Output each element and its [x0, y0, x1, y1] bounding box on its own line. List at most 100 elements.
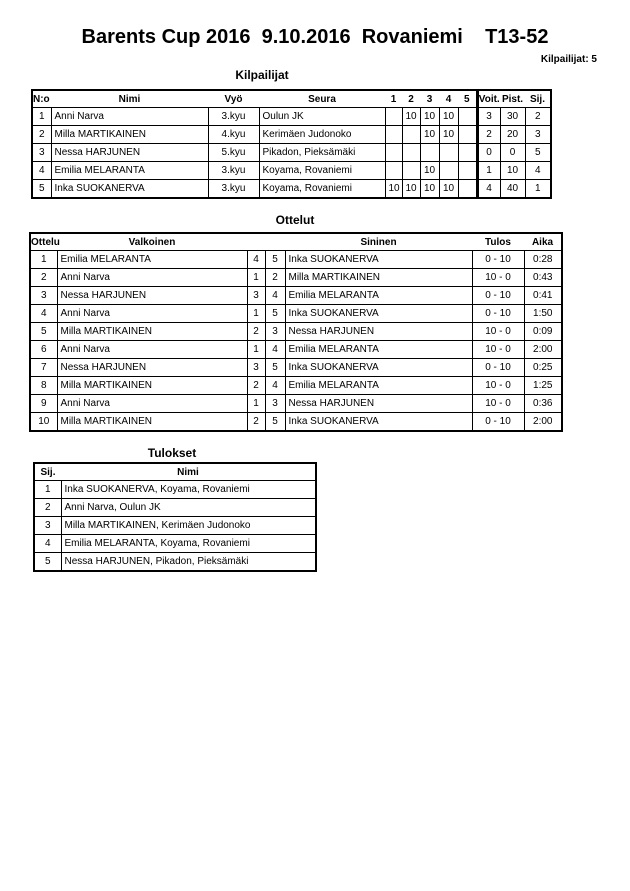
matches-cell: 3: [29, 286, 58, 305]
competitors-cell: 1: [524, 179, 552, 199]
results-row: 2 Anni Narva, Oulun JK: [33, 498, 317, 517]
matches-table: Ottelu Valkoinen Sininen Tulos Aika 1 Emilia M…: [29, 232, 563, 432]
competitors-cell: Emilia MELARANTA: [50, 161, 209, 180]
competitors-cell: 3: [475, 107, 501, 126]
competitors-header-7: 4: [445, 93, 452, 105]
competitors-cell: Oulun JK: [258, 107, 386, 126]
results-cell: Milla MARTIKAINEN, Kerimäen Judonoko: [60, 516, 317, 535]
matches-cell: Inka SUOKANERVA: [284, 304, 473, 323]
competitors-cell: 10: [419, 179, 440, 199]
competitors-row: 3 Nessa HARJUNEN 5.kyu Pikadon, Pieksämäki 0…: [31, 143, 552, 162]
competitors-cell: 5.kyu: [207, 143, 260, 162]
matches-cell: 4: [246, 250, 266, 269]
matches-cell: 0 - 10: [471, 286, 525, 305]
competitors-cell: 10: [438, 179, 459, 199]
matches-cell: Emilia MELARANTA: [284, 340, 473, 359]
competitors-cell: 10: [438, 125, 459, 144]
competitors-cell: [384, 161, 403, 180]
competitor-count: Kilpailijat: 5: [540, 54, 597, 65]
competitors-cell: Nessa HARJUNEN: [50, 143, 209, 162]
matches-cell: 3: [264, 394, 286, 413]
matches-cell: Nessa HARJUNEN: [56, 286, 248, 305]
competitors-cell: 20: [499, 125, 526, 144]
matches-cell: 1:50: [523, 304, 563, 323]
competitors-cell: 10: [438, 107, 459, 126]
competitors-cell: [457, 125, 478, 144]
matches-cell: 2:00: [523, 412, 563, 432]
competitors-header-10: Pist.: [501, 93, 524, 105]
competitors-cell: 10: [401, 107, 421, 126]
competitors-header-6: 3: [426, 93, 433, 105]
matches-cell: 10 - 0: [471, 340, 525, 359]
matches-row: 5 Milla MARTIKAINEN 2 3 Nessa HARJUNEN 10 - 0…: [29, 322, 563, 341]
results-row: 1 Inka SUOKANERVA, Koyama, Rovaniemi: [33, 480, 317, 499]
competitors-cell: Inka SUOKANERVA: [50, 179, 209, 199]
matches-cell: Anni Narva: [56, 340, 248, 359]
competitors-table: N:o Nimi Vyö Seura 1 2 3 4 5 Voit. Pist. Sij. 1 Anni …: [31, 89, 552, 199]
matches-cell: Milla MARTIKAINEN: [56, 376, 248, 395]
matches-header-4: Sininen: [360, 236, 397, 248]
competitors-cell: Anni Narva: [50, 107, 209, 126]
matches-cell: 0 - 10: [471, 250, 525, 269]
competitors-cell: 3: [31, 143, 52, 162]
competitors-cell: 10: [419, 125, 440, 144]
competitors-cell: 10: [384, 179, 403, 199]
competitors-row: 1 Anni Narva 3.kyu Oulun JK 10 10 10 3 30 2: [31, 107, 552, 126]
competitors-row: 4 Emilia MELARANTA 3.kyu Koyama, Rovaniemi 1…: [31, 161, 552, 180]
matches-cell: 0 - 10: [471, 304, 525, 323]
matches-cell: 4: [29, 304, 58, 323]
matches-cell: 0:25: [523, 358, 563, 377]
results-cell: Anni Narva, Oulun JK: [60, 498, 317, 517]
matches-cell: 5: [29, 322, 58, 341]
competitors-cell: 10: [499, 161, 526, 180]
results-row: 5 Nessa HARJUNEN, Pikadon, Pieksämäki: [33, 552, 317, 572]
competitors-cell: 3.kyu: [207, 179, 260, 199]
competitors-cell: 0: [475, 143, 501, 162]
matches-cell: 5: [264, 358, 286, 377]
matches-cell: 10 - 0: [471, 376, 525, 395]
matches-cell: Inka SUOKANERVA: [284, 250, 473, 269]
matches-cell: 2: [246, 412, 266, 432]
competitors-cell: Koyama, Rovaniemi: [258, 179, 386, 199]
matches-cell: 10 - 0: [471, 394, 525, 413]
competitors-header-2: Vyö: [224, 93, 243, 105]
results-row: 4 Emilia MELARANTA, Koyama, Rovaniemi: [33, 534, 317, 553]
results-cell: 1: [33, 480, 62, 499]
competitors-cell: [438, 143, 459, 162]
competitors-row: 2 Milla MARTIKAINEN 4.kyu Kerimäen Judonoko…: [31, 125, 552, 144]
matches-header-1: Valkoinen: [128, 236, 176, 248]
matches-row: 8 Milla MARTIKAINEN 2 4 Emilia MELARANTA 10 -…: [29, 376, 563, 395]
competitors-cell: 10: [419, 161, 440, 180]
competitors-cell: 0: [499, 143, 526, 162]
matches-cell: 3: [246, 286, 266, 305]
competitors-cell: [384, 107, 403, 126]
matches-header-0: Ottelu: [31, 236, 60, 248]
matches-cell: 6: [29, 340, 58, 359]
matches-cell: 1: [246, 304, 266, 323]
matches-cell: Anni Narva: [56, 394, 248, 413]
matches-cell: 1: [29, 250, 58, 269]
matches-cell: Milla MARTIKAINEN: [56, 412, 248, 432]
matches-cell: Anni Narva: [56, 268, 248, 287]
matches-cell: Milla MARTIKAINEN: [284, 268, 473, 287]
competitors-header-9: Voit.: [475, 90, 500, 108]
competitors-cell: [457, 143, 478, 162]
matches-cell: 0:36: [523, 394, 563, 413]
competitors-cell: 3.kyu: [207, 161, 260, 180]
matches-header-6: Aika: [531, 236, 554, 248]
matches-cell: 4: [264, 286, 286, 305]
matches-cell: 1: [246, 268, 266, 287]
competitors-cell: [401, 143, 421, 162]
matches-header-5: Tulos: [485, 236, 511, 248]
results-row: 3 Milla MARTIKAINEN, Kerimäen Judonoko: [33, 516, 317, 535]
competitors-header-5: 2: [408, 93, 414, 105]
competitors-cell: 40: [499, 179, 526, 199]
matches-header-3: [265, 233, 285, 251]
competitors-cell: 2: [475, 125, 501, 144]
matches-cell: 10 - 0: [471, 322, 525, 341]
matches-cell: Inka SUOKANERVA: [284, 412, 473, 432]
matches-cell: 5: [264, 250, 286, 269]
matches-cell: 7: [29, 358, 58, 377]
results-header-1: Nimi: [177, 466, 199, 478]
